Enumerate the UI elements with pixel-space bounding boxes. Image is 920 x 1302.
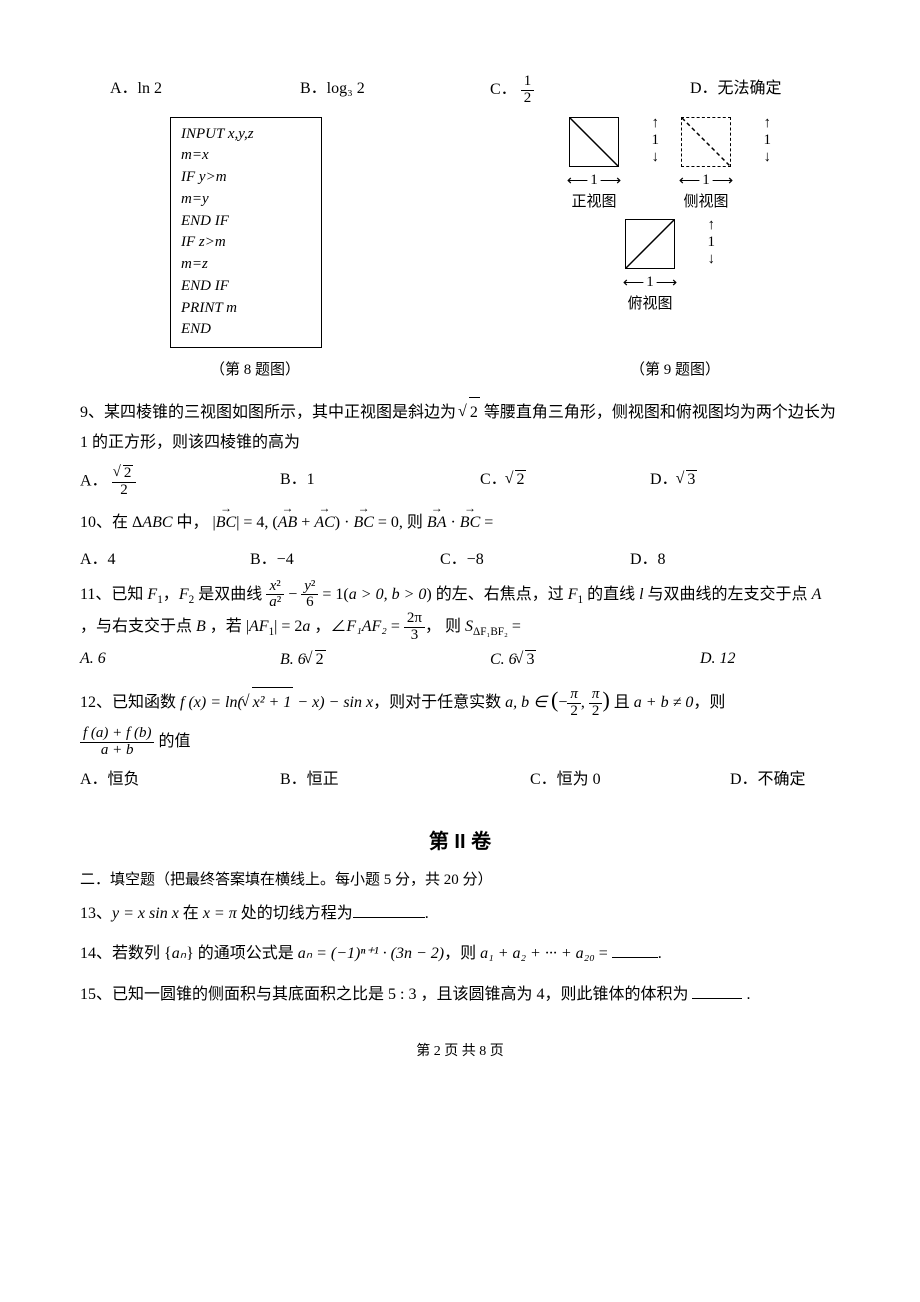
q11-B: B. 62 bbox=[280, 650, 490, 669]
q14-blank bbox=[612, 941, 658, 958]
q10-B: B．−4 bbox=[250, 545, 440, 569]
q9-B: B．1 bbox=[280, 465, 480, 499]
q12-A: A．恒负 bbox=[80, 765, 280, 789]
caption-9: （第 9 题图） bbox=[630, 358, 720, 379]
q9-D: D．3 bbox=[650, 465, 697, 499]
q12-B: B．恒正 bbox=[280, 765, 530, 789]
q12-C: C．恒为 0 bbox=[530, 765, 730, 789]
q9-A: A． 22 bbox=[80, 465, 280, 499]
page-footer: 第 2 页 共 8 页 bbox=[80, 1040, 840, 1060]
q8-opt-D: D．无法确定 bbox=[690, 74, 782, 107]
code-4: END IF bbox=[181, 211, 311, 233]
q12-stem: 12、已知函数 f (x) = ln(x² + 1 − x) − sin x，则… bbox=[80, 679, 840, 721]
code-0: INPUT x,y,z bbox=[181, 124, 311, 146]
q8-C-frac: 1 2 bbox=[521, 74, 535, 107]
front-label: 正视图 bbox=[551, 190, 637, 211]
q11-stem: 11、已知 F1，F2 是双曲线 x²a² − y²6 = 1(a > 0, b… bbox=[80, 579, 840, 644]
code-5: IF z>m bbox=[181, 232, 311, 254]
q12-frac-line: f (a) + f (b)a + b 的值 bbox=[80, 726, 840, 759]
code-6: m=z bbox=[181, 254, 311, 276]
q11-C: C. 63 bbox=[490, 650, 700, 669]
q13: 13、y = x sin x 在 x = π 处的切线方程为. bbox=[80, 899, 840, 929]
q10-C: C．−8 bbox=[440, 545, 630, 569]
q11-A: A. 6 bbox=[80, 650, 280, 669]
q10-options: A．4 B．−4 C．−8 D．8 bbox=[80, 545, 840, 569]
q10-stem: 10、在 ΔABC 中， |BC| = 4, (AB + AC) · BC = … bbox=[80, 508, 840, 538]
code-9: END bbox=[181, 319, 311, 341]
q8-q9-figures: INPUT x,y,z m=x IF y>m m=y END IF IF z>m… bbox=[80, 117, 840, 349]
q8-opt-C: C． 1 2 bbox=[490, 74, 690, 107]
q9-stem: 9、某四棱锥的三视图如图所示，其中正视图是斜边为 2 等腰直角三角形，侧视图和俯… bbox=[80, 397, 840, 459]
q13-blank bbox=[353, 901, 425, 918]
q9-options: A． 22 B．1 C．2 D．3 bbox=[80, 465, 840, 499]
code-2: IF y>m bbox=[181, 167, 311, 189]
q10-A: A．4 bbox=[80, 545, 250, 569]
side-label: 侧视图 bbox=[663, 190, 749, 211]
q12-D: D．不确定 bbox=[730, 765, 806, 789]
q8-opt-B: B．log₃ 2 bbox=[300, 74, 490, 107]
top-label: 俯视图 bbox=[607, 292, 693, 313]
caption-8: （第 8 题图） bbox=[210, 358, 300, 379]
q15: 15、已知一圆锥的侧面积与其底面积之比是 5 : 3 ，且该圆锥高为 4，则此锥… bbox=[80, 980, 840, 1010]
code-3: m=y bbox=[181, 189, 311, 211]
top-view: ↑1↓ ⟵1⟶ 俯视图 bbox=[607, 219, 693, 313]
q12-options: A．恒负 B．恒正 C．恒为 0 D．不确定 bbox=[80, 765, 840, 789]
q8-options: A．ln 2 B．log₃ 2 C． 1 2 D．无法确定 bbox=[110, 74, 840, 107]
q14: 14、若数列 {aₙ} 的通项公式是 aₙ = (−1)ⁿ⁺¹ · (3n − … bbox=[80, 939, 840, 969]
side-view: ↑1↓ ⟵1⟶ 侧视图 bbox=[663, 117, 749, 211]
figure-captions: （第 8 题图） （第 9 题图） bbox=[140, 358, 780, 379]
q10-D: D．8 bbox=[630, 545, 666, 569]
front-view: ↑1↓ ⟵1⟶ 正视图 bbox=[551, 117, 637, 211]
code-1: m=x bbox=[181, 145, 311, 167]
part2-head: 二．填空题（把最终答案填在横线上。每小题 5 分，共 20 分） bbox=[80, 868, 840, 889]
q11-D: D. 12 bbox=[700, 650, 736, 669]
part2-title: 第 II 卷 bbox=[80, 825, 840, 854]
code-7: END IF bbox=[181, 276, 311, 298]
pseudocode-box: INPUT x,y,z m=x IF y>m m=y END IF IF z>m… bbox=[170, 117, 322, 349]
q11-options: A. 6 B. 62 C. 63 D. 12 bbox=[80, 650, 840, 669]
q15-blank bbox=[692, 982, 742, 999]
q9-C: C．2 bbox=[480, 465, 650, 499]
code-8: PRINT m bbox=[181, 298, 311, 320]
three-views: ↑1↓ ⟵1⟶ 正视图 ↑1↓ ⟵1⟶ 侧视图 bbox=[520, 117, 780, 349]
q8-opt-A: A．ln 2 bbox=[110, 74, 300, 107]
